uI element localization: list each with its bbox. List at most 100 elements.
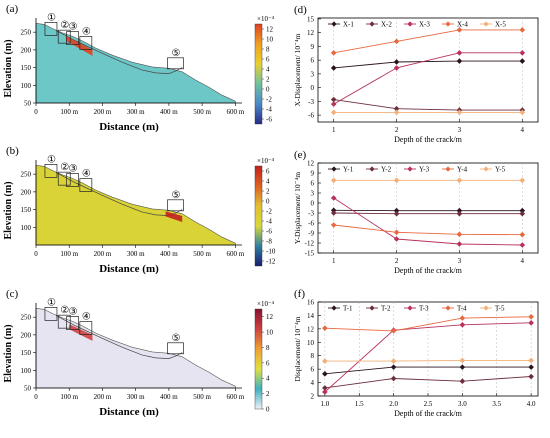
slip-surface (55, 30, 183, 74)
legend-swatch-marker (331, 21, 337, 27)
data-point (393, 229, 400, 236)
data-point (330, 195, 337, 201)
data-point (456, 27, 463, 33)
x-tick-label: 200 m (94, 108, 112, 116)
slope-panel-3: (c) ①② ③ ④ ⑤ 0 100 m 200 m 300 m 400 m 500 m 600 m 5… (3, 288, 275, 418)
series-line (324, 366, 532, 375)
series-Y-3 (330, 195, 526, 248)
data-point (322, 371, 328, 377)
y-tick-label: 2 (311, 393, 315, 401)
colorbar-tick-label: 8 (266, 46, 270, 54)
crack-marker-label: ④ (82, 169, 91, 180)
data-point (528, 364, 534, 370)
colorbar-tick-label: 0 (266, 86, 270, 94)
series-X-4 (330, 27, 526, 56)
y-axis-label: Elevation (m) (3, 181, 14, 239)
legend-swatch-marker (483, 21, 489, 27)
data-point (519, 50, 526, 56)
series-line (324, 322, 532, 393)
x-tick-label: 3 (458, 257, 462, 265)
x-tick-label: 3.0 (458, 400, 467, 408)
data-point (456, 241, 463, 247)
colorbar-tick-label: 12 (266, 313, 274, 321)
displacement-hotspot (69, 324, 93, 341)
legend-swatch-marker (407, 305, 413, 311)
displacement-hotspot (65, 35, 93, 56)
x-tick-label: 0 (34, 108, 38, 116)
colorbar-tick-label: 10 (266, 329, 274, 337)
crack-marker-label: ⑤ (172, 333, 181, 344)
series-T-5 (322, 357, 534, 364)
y-axis-label: Elevation (m) (3, 39, 14, 97)
series-X-1 (330, 58, 526, 71)
data-point (459, 322, 466, 328)
colorbar-tick-label: 2 (266, 188, 270, 196)
x-axis-label: Distance (m) (99, 263, 159, 275)
y-tick-label: 8 (311, 352, 315, 360)
y-tick-label: 100 (21, 367, 32, 375)
colorbar (254, 23, 263, 125)
crack-marker-box (57, 29, 71, 44)
colorbar-tick-label: 2 (266, 390, 270, 398)
data-point (390, 358, 397, 364)
colorbar-tick-label: -6 (266, 116, 272, 124)
data-point (519, 177, 526, 184)
slip-surface (55, 315, 183, 359)
colorbar-tick-label: -12 (266, 258, 276, 266)
colorbar (254, 308, 263, 410)
y-tick-label: 200 (21, 331, 32, 339)
series-X-5 (330, 109, 526, 116)
y-tick-label: 50 (24, 100, 32, 108)
series-line (333, 224, 523, 236)
crack-marker-box (57, 314, 71, 329)
colorbar-tick-label: 4 (266, 66, 270, 74)
data-point (390, 328, 397, 334)
crack-marker-label: ② (60, 162, 69, 173)
legend-label: X-5 (495, 21, 506, 29)
colorbar-tick-label: 12 (266, 26, 274, 34)
y-tick-label: 150 (21, 206, 32, 214)
y-axis-label: Y-Displacement/ 10⁻⁴m (293, 172, 302, 244)
legend-label: X-4 (457, 21, 468, 29)
y-tick-label: 6 (311, 180, 315, 188)
crack-marker-label: ③ (69, 22, 78, 33)
crack-marker-box (66, 316, 79, 330)
crack-marker-box (167, 342, 184, 355)
data-point (528, 357, 534, 364)
x-tick-label: 400 m (160, 393, 178, 401)
x-tick-label: 3.5 (492, 400, 501, 408)
series-Y-4 (330, 222, 526, 238)
legend-swatch-marker (331, 305, 337, 311)
y-tick-label: -3 (308, 210, 314, 218)
data-point (393, 210, 400, 217)
y-tick-label: -15 (305, 250, 315, 258)
data-point (322, 325, 328, 331)
data-point (456, 207, 463, 214)
plot-frame (317, 301, 539, 397)
colorbar-tick-label: 10 (266, 36, 274, 44)
data-point (322, 358, 328, 364)
x-tick-label: 0 (34, 393, 38, 401)
series-line (333, 52, 523, 105)
series-Y-5 (330, 177, 526, 184)
data-point (459, 364, 466, 370)
x-tick-label: 2 (395, 126, 399, 134)
x-tick-label: 100 m (60, 250, 78, 258)
crack-marker-box (44, 307, 58, 321)
y-axis-label: X-Displacement/ 10⁻⁴m (293, 33, 302, 106)
x-tick-label: 600 m (227, 108, 245, 116)
y-tick-label: 0 (311, 84, 315, 92)
data-point (330, 222, 337, 228)
colorbar-tick-label: 8 (266, 344, 270, 352)
data-point (330, 50, 337, 56)
y-tick-label: 10 (307, 339, 315, 347)
x-tick-label: 2.5 (424, 400, 433, 408)
panel-label: (b) (6, 145, 19, 157)
series-line (333, 212, 523, 215)
data-point (393, 109, 400, 116)
crack-marker-box (79, 36, 93, 50)
x-tick-label: 0 (34, 250, 38, 258)
y-tick-label: 15 (307, 15, 315, 23)
x-tick-label: 500 m (193, 108, 211, 116)
